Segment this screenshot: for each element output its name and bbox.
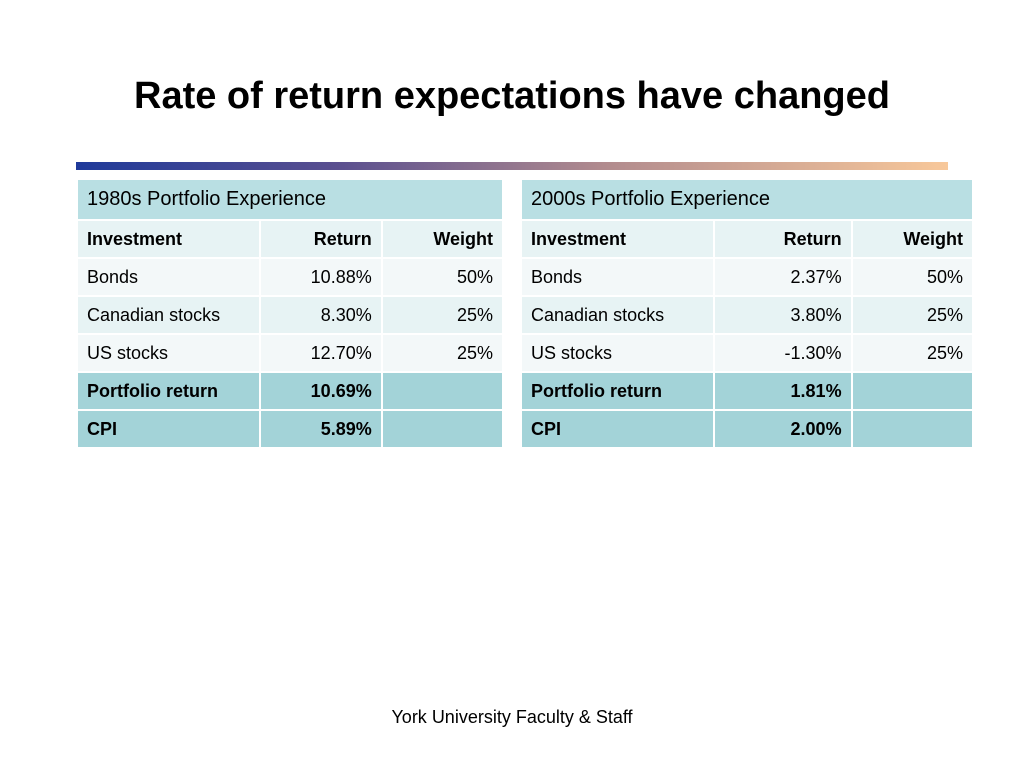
summary-value: 5.89% [259, 409, 383, 449]
weight-cell: 25% [380, 333, 505, 373]
summary-empty [380, 371, 505, 411]
column-header-weight: Weight [850, 219, 975, 259]
slide-footer: York University Faculty & Staff [391, 707, 633, 727]
return-cell: -1.30% [713, 333, 853, 373]
summary-row-cpi: CPI 5.89% [75, 409, 505, 449]
column-header-row: Investment Return Weight [519, 219, 975, 259]
summary-empty [850, 371, 975, 411]
summary-value: 10.69% [259, 371, 383, 411]
investment-cell: US stocks [519, 333, 716, 373]
summary-value: 1.81% [713, 371, 853, 411]
weight-cell: 50% [380, 257, 505, 297]
summary-label: CPI [75, 409, 262, 449]
column-header-return: Return [259, 219, 383, 259]
summary-row-cpi: CPI 2.00% [519, 409, 975, 449]
column-header-return: Return [713, 219, 853, 259]
table-row: US stocks -1.30% 25% [519, 333, 975, 373]
investment-cell: US stocks [75, 333, 262, 373]
column-header-weight: Weight [380, 219, 505, 259]
table-row: Canadian stocks 3.80% 25% [519, 295, 975, 335]
weight-cell: 25% [380, 295, 505, 335]
investment-cell: Canadian stocks [75, 295, 262, 335]
summary-value: 2.00% [713, 409, 853, 449]
table-heading-row: 1980s Portfolio Experience [76, 178, 504, 221]
weight-cell: 50% [850, 257, 975, 297]
summary-label: CPI [519, 409, 716, 449]
column-header-investment: Investment [75, 219, 262, 259]
investment-cell: Bonds [75, 257, 262, 297]
column-header-row: Investment Return Weight [75, 219, 505, 259]
summary-label: Portfolio return [519, 371, 716, 411]
summary-empty [380, 409, 505, 449]
slide-title: Rate of return expectations have changed [134, 75, 890, 117]
return-cell: 3.80% [713, 295, 853, 335]
summary-row-portfolio-return: Portfolio return 1.81% [519, 371, 975, 411]
investment-cell: Canadian stocks [519, 295, 716, 335]
table-row: US stocks 12.70% 25% [75, 333, 505, 373]
table-2000s-portfolio: 2000s Portfolio Experience Investment Re… [519, 178, 975, 449]
table-row: Bonds 10.88% 50% [75, 257, 505, 297]
weight-cell: 25% [850, 333, 975, 373]
gradient-divider [76, 162, 948, 170]
column-header-investment: Investment [519, 219, 716, 259]
return-cell: 12.70% [259, 333, 383, 373]
summary-label: Portfolio return [75, 371, 262, 411]
table-row: Bonds 2.37% 50% [519, 257, 975, 297]
summary-empty [850, 409, 975, 449]
table-heading: 2000s Portfolio Experience [520, 178, 974, 221]
weight-cell: 25% [850, 295, 975, 335]
table-heading: 1980s Portfolio Experience [76, 178, 504, 221]
summary-row-portfolio-return: Portfolio return 10.69% [75, 371, 505, 411]
return-cell: 2.37% [713, 257, 853, 297]
table-heading-row: 2000s Portfolio Experience [520, 178, 974, 221]
investment-cell: Bonds [519, 257, 716, 297]
table-row: Canadian stocks 8.30% 25% [75, 295, 505, 335]
table-1980s-portfolio: 1980s Portfolio Experience Investment Re… [75, 178, 505, 449]
return-cell: 10.88% [259, 257, 383, 297]
return-cell: 8.30% [259, 295, 383, 335]
